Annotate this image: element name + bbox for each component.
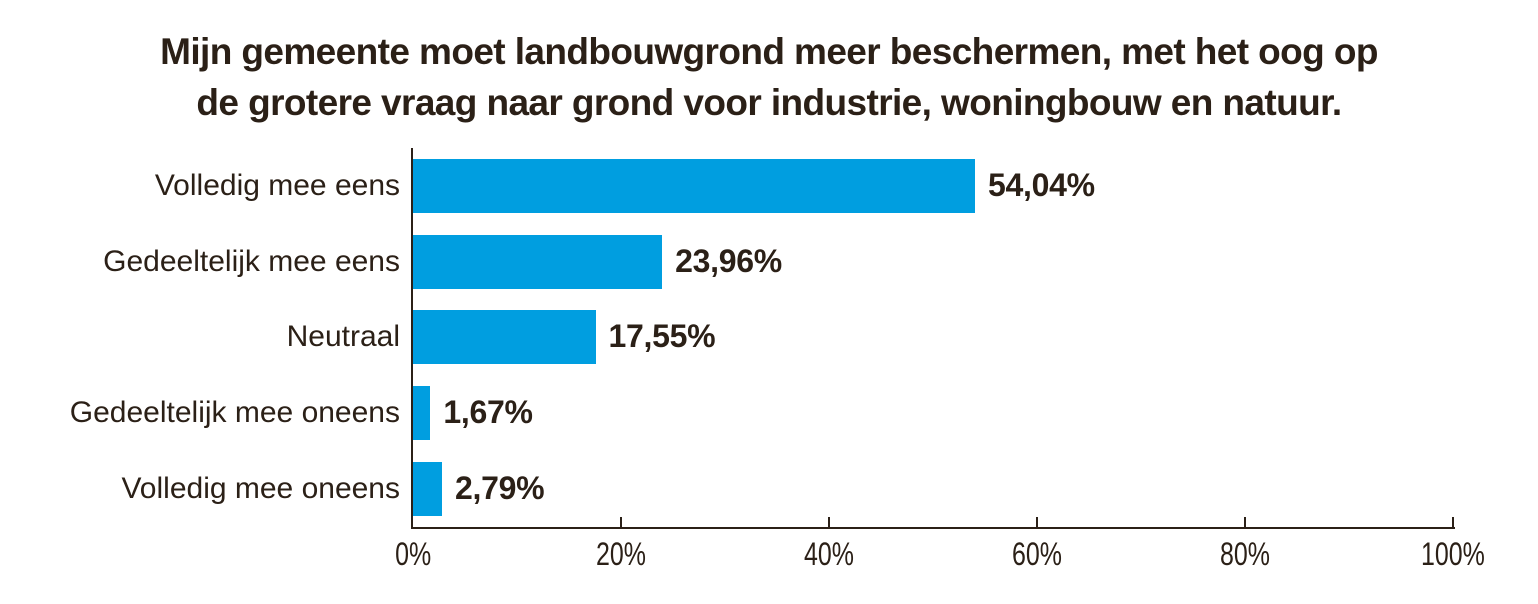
x-tick-label-text: 40%	[804, 536, 854, 572]
value-label: 23,96%	[675, 242, 782, 279]
value-label: 2,79%	[455, 470, 545, 507]
bar	[413, 310, 596, 365]
x-tick-label: 0%	[353, 536, 473, 573]
bar-row: Volledig mee eens 54,04%	[155, 148, 1453, 224]
x-tick-label-text: 80%	[1220, 536, 1270, 572]
y-axis-line	[411, 148, 413, 529]
x-tick-label-text: 0%	[394, 536, 432, 572]
bar	[413, 234, 663, 289]
bar-row: Volledig mee oneens 2,79%	[121, 451, 1453, 527]
value-label: 1,67%	[443, 394, 533, 431]
bar-chart-plot-area: Volledig mee eens 54,04% Gedeeltelijk mee …	[70, 148, 1485, 572]
x-tick-label: 20%	[561, 536, 681, 573]
bar	[413, 386, 431, 441]
bar-row: Neutraal 17,55%	[287, 300, 1453, 376]
bar	[413, 462, 443, 517]
bar-row: Gedeeltelijk mee oneens 1,67%	[70, 375, 1453, 451]
category-label: Volledig mee oneens	[121, 472, 400, 506]
x-tick-label: 100%	[1393, 536, 1513, 573]
x-tick	[620, 517, 622, 527]
category-label: Gedeeltelijk mee oneens	[69, 396, 400, 430]
chart-title-line-1: Mijn gemeente moet landbouwgrond meer be…	[160, 31, 1378, 72]
x-tick-label-text: 100%	[1421, 536, 1485, 572]
x-tick	[1244, 517, 1246, 527]
x-tick	[1452, 517, 1454, 527]
x-axis-line	[411, 527, 1455, 529]
bar-row: Gedeeltelijk mee eens 23,96%	[103, 224, 1453, 300]
category-label: Volledig mee eens	[154, 168, 400, 202]
chart-title: Mijn gemeente moet landbouwgrond meer be…	[0, 26, 1538, 128]
value-label: 17,55%	[608, 318, 716, 355]
chart-title-line-2: de grotere vraag naar grond voor industr…	[196, 82, 1342, 123]
x-tick-label-text: 20%	[596, 536, 646, 572]
x-tick	[828, 517, 830, 527]
x-tick	[1036, 517, 1038, 527]
x-tick-label-text: 60%	[1012, 536, 1062, 572]
value-label: 54,04%	[988, 166, 1095, 203]
x-tick-label: 40%	[769, 536, 889, 573]
category-label: Neutraal	[286, 320, 400, 354]
x-tick-label: 80%	[1185, 536, 1305, 573]
category-label: Gedeeltelijk mee eens	[103, 244, 400, 278]
bar	[413, 158, 976, 213]
x-tick-label: 60%	[977, 536, 1097, 573]
